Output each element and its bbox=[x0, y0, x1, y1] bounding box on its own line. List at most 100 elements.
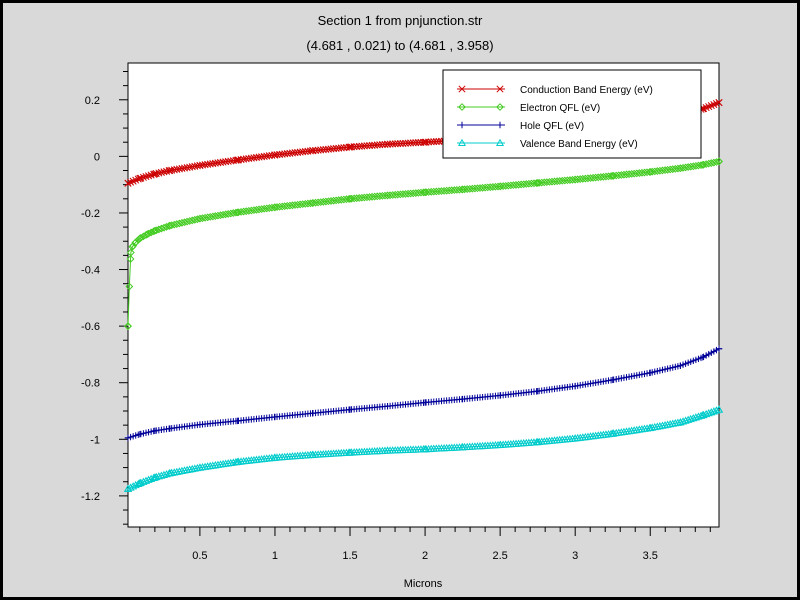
data-point bbox=[421, 188, 429, 197]
data-point bbox=[165, 469, 174, 477]
data-point bbox=[134, 175, 142, 183]
legend-label: Electron QFL (eV) bbox=[520, 103, 600, 114]
data-point bbox=[141, 476, 151, 484]
data-point bbox=[712, 158, 721, 166]
legend: Conduction Band Energy (eV) Electron QFL … bbox=[442, 69, 702, 159]
legend-label: Conduction Band Energy (eV) bbox=[520, 85, 653, 96]
data-point bbox=[533, 437, 542, 446]
data-point bbox=[571, 175, 580, 184]
y-tick-label: -0.6 bbox=[81, 321, 100, 333]
data-point bbox=[702, 409, 711, 418]
data-point bbox=[647, 369, 654, 377]
data-point bbox=[123, 484, 133, 492]
data-point bbox=[154, 472, 163, 480]
data-point bbox=[234, 417, 241, 425]
data-point bbox=[124, 322, 132, 331]
data-point bbox=[195, 214, 204, 223]
data-point bbox=[135, 478, 144, 487]
series-triangle bbox=[123, 405, 724, 492]
data-point bbox=[533, 179, 542, 187]
data-point bbox=[676, 418, 685, 426]
data-point bbox=[124, 434, 132, 442]
data-point bbox=[608, 171, 617, 180]
legend-marker bbox=[458, 121, 466, 129]
data-point bbox=[128, 242, 137, 251]
data-point bbox=[135, 234, 144, 243]
data-point bbox=[159, 470, 169, 478]
x-tick-label: 3.5 bbox=[643, 550, 658, 562]
legend-entry: Valence Band Energy (eV) bbox=[457, 138, 638, 150]
data-point bbox=[271, 203, 279, 212]
data-point bbox=[458, 185, 467, 194]
legend-entry: Hole QFL (eV) bbox=[457, 121, 584, 132]
x-axis: 0.5 1 1.5 2 2.5 3 3.5 bbox=[139, 527, 711, 562]
data-point bbox=[534, 387, 541, 395]
data-point bbox=[496, 182, 505, 191]
data-point bbox=[712, 100, 720, 108]
legend-marker bbox=[496, 85, 504, 93]
data-point bbox=[459, 395, 466, 403]
data-point bbox=[383, 140, 392, 148]
data-point bbox=[126, 255, 135, 263]
legend-marker bbox=[457, 138, 467, 147]
y-tick-label: -0.8 bbox=[81, 378, 100, 390]
y-tick-label: 0 bbox=[94, 151, 100, 163]
data-point bbox=[147, 228, 156, 237]
data-point bbox=[571, 434, 580, 442]
data-point bbox=[166, 425, 174, 432]
data-point bbox=[696, 411, 706, 419]
y-tick-label: -0.2 bbox=[81, 208, 100, 220]
data-point bbox=[421, 444, 430, 453]
data-point bbox=[715, 157, 723, 166]
data-point bbox=[270, 453, 280, 461]
data-point bbox=[421, 399, 429, 406]
data-point bbox=[646, 168, 655, 176]
data-point bbox=[346, 194, 354, 203]
legend-marker bbox=[458, 85, 466, 93]
x-tick-label: 2 bbox=[422, 550, 428, 562]
data-point bbox=[124, 179, 132, 187]
data-point bbox=[715, 99, 723, 107]
data-point bbox=[196, 421, 204, 428]
data-point bbox=[684, 415, 693, 423]
data-point bbox=[709, 407, 718, 415]
x-tick-label: 1 bbox=[272, 550, 278, 562]
data-point bbox=[271, 151, 279, 159]
x-tick-label: 3 bbox=[572, 550, 578, 562]
data-point bbox=[346, 406, 354, 413]
data-point bbox=[707, 408, 716, 416]
data-point bbox=[421, 138, 429, 146]
data-point bbox=[151, 170, 159, 178]
data-point bbox=[496, 392, 504, 399]
data-point bbox=[129, 482, 138, 490]
legend-label: Hole QFL (eV) bbox=[520, 121, 584, 132]
data-point bbox=[705, 103, 713, 111]
data-point bbox=[143, 230, 152, 239]
data-point bbox=[150, 226, 159, 235]
data-point bbox=[698, 160, 707, 169]
data-point bbox=[126, 248, 135, 257]
data-point bbox=[710, 101, 718, 109]
data-point bbox=[145, 172, 153, 180]
y-tick-label: -0.4 bbox=[81, 265, 100, 277]
data-point bbox=[142, 173, 150, 181]
legend-entry: Conduction Band Energy (eV) bbox=[457, 85, 653, 96]
x-axis-label: Microns bbox=[404, 578, 443, 590]
data-point bbox=[309, 410, 316, 417]
chart-title: Section 1 from pnjunction.str bbox=[317, 13, 483, 28]
legend-marker bbox=[496, 121, 504, 129]
data-point bbox=[139, 477, 148, 485]
data-point bbox=[196, 161, 204, 169]
data-point bbox=[308, 450, 317, 458]
data-point bbox=[384, 402, 391, 410]
data-point bbox=[699, 354, 706, 361]
data-point bbox=[345, 448, 355, 456]
data-point bbox=[195, 463, 204, 471]
data-point bbox=[691, 413, 700, 421]
data-point bbox=[676, 164, 685, 173]
data-point bbox=[715, 345, 723, 352]
chart-subtitle: (4.681 , 0.021) to (4.681 , 3.958) bbox=[306, 38, 494, 53]
data-point bbox=[698, 411, 707, 419]
data-point bbox=[346, 143, 354, 151]
